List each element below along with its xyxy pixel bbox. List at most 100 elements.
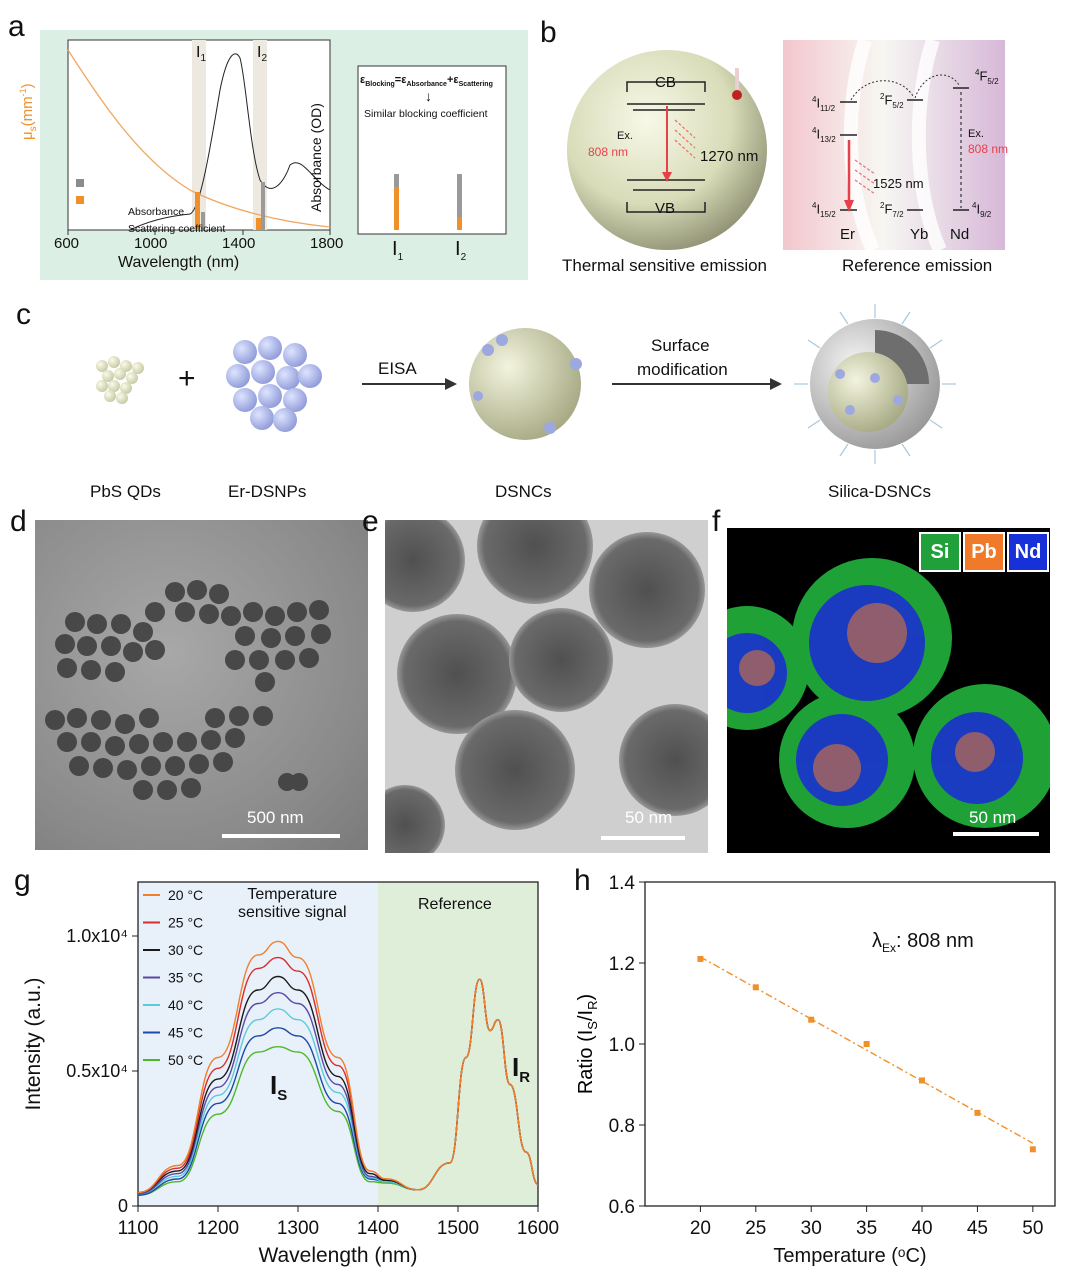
ex2-label: Ex. — [968, 128, 984, 140]
legend-pb: Pb — [963, 532, 1005, 572]
y-tick-label-h-2: 1.0 — [609, 1035, 635, 1056]
label-er-dsnps: Er-DSNPs — [228, 482, 307, 501]
legend-swatch-absorbance — [76, 179, 84, 187]
vb-label: VB — [655, 200, 676, 217]
scalebar-label-d: 500 nm — [247, 808, 304, 827]
data-point-h-20 — [697, 955, 704, 962]
arrow-surface-label-2: modification — [637, 360, 728, 379]
panel-a-xticks — [67, 230, 331, 235]
panel-a-xtick-1000: 1000 — [134, 235, 168, 252]
series-line-20c — [137, 940, 539, 1194]
data-point-h-35 — [863, 1041, 870, 1047]
panel-c-scheme — [96, 304, 956, 464]
panel-a-xtick-1400: 1400 — [222, 235, 256, 252]
panel-a-inset — [357, 65, 507, 235]
x-tick-label-h-50: 50 — [1022, 1218, 1043, 1239]
legend-label-g-1: 25 °C — [168, 915, 203, 931]
dsnc-nd-particles — [473, 334, 582, 434]
panel-label-a: a — [8, 10, 25, 43]
y-axis-label-h-part-3: R — [585, 1001, 600, 1010]
inset-bar-label-i2: I2 — [455, 238, 467, 263]
legend-label-g-2: 30 °C — [168, 942, 203, 958]
y-axis-label-h-part-1: S — [585, 1021, 600, 1030]
cb-band — [626, 81, 706, 111]
emission-arrowhead-1270 — [662, 172, 672, 182]
scalebar-e — [601, 836, 685, 840]
data-point-h-50 — [1029, 1146, 1036, 1153]
legend-label-g-0: 20 °C — [168, 887, 203, 903]
panel-a-xlabel: Wavelength (nm) — [118, 254, 240, 271]
y-axis-label-h: Ratio (IS/IR) — [575, 994, 600, 1094]
inset-bar-label-i1: I1 — [392, 238, 404, 263]
legend-label-scattering: Scattering coefficient — [128, 223, 226, 235]
scalebar-label-e: 50 nm — [625, 808, 673, 827]
panel-a-xtick-1800: 1800 — [310, 235, 344, 252]
tem-particles-d — [45, 580, 331, 800]
reference-divider-2 — [911, 40, 947, 253]
eds-particles-f — [727, 558, 1050, 828]
y-axis-label-h-part-0: Ratio (I — [575, 1030, 597, 1094]
y-axis-label-h-part-2: /I — [575, 1010, 597, 1021]
yb-er-transfer — [850, 80, 914, 101]
arrow-eisa-head — [445, 378, 457, 390]
ion-yb: Yb — [910, 226, 929, 243]
level-2f72: 2F7/2 — [880, 201, 904, 219]
y-tick-label-g-0: 0 — [118, 1196, 128, 1216]
panel-label-h: h — [574, 864, 591, 897]
chart-h: 20 25 30 35 40 45 50 0.6 0.8 1.0 1.2 1.4 Temperature… — [575, 873, 1056, 1267]
band-label-i2: I2 — [257, 44, 268, 65]
arrow-surface-label-1: Surface — [651, 336, 710, 355]
panel-a-xtick-600: 600 — [54, 235, 80, 252]
level-4i152: 4I15/2 — [812, 201, 836, 219]
level-4f52-nd: 4F5/2 — [975, 68, 999, 86]
arrow-eisa-label: EISA — [378, 359, 417, 378]
scalebar-label-f: 50 nm — [969, 808, 1017, 827]
band-label-i1: I1 — [196, 44, 207, 65]
x-tick-label-h-35: 35 — [856, 1218, 877, 1239]
x-axis-label-g: Wavelength (nm) — [258, 1244, 417, 1267]
caption-reference: Reference emission — [842, 256, 993, 275]
x-tick-label-g-1200: 1200 — [197, 1218, 239, 1239]
energy-levels — [840, 87, 969, 211]
x-axis-label-h: Temperature (ᵒC) — [773, 1245, 926, 1267]
legend-label-g-4: 40 °C — [168, 997, 203, 1013]
tem-image-e: 50 nm — [385, 520, 708, 853]
ex-label: Ex. — [617, 130, 633, 142]
inset-bar-i1-abs — [394, 174, 399, 187]
annotation-lambda-ex: λEx: 808 nm — [872, 930, 974, 955]
scattering-curve — [67, 49, 331, 228]
level-4i92: 4I9/2 — [972, 201, 992, 219]
er-dsnps-cluster — [226, 336, 322, 432]
panel-a: μs(mm-1) Absorbance (OD) I1 I2 Absorbanc… — [18, 30, 528, 280]
region-0 — [138, 882, 378, 1206]
x-tick-label-g-1400: 1400 — [357, 1218, 399, 1239]
er-emission-arrowhead — [844, 200, 854, 212]
y-axis-label-g: Intensity (a.u.) — [22, 977, 45, 1110]
tem-image-d: 500 nm — [35, 520, 368, 850]
x-tick-label-h-30: 30 — [801, 1218, 822, 1239]
region-1 — [378, 882, 538, 1206]
y-tick-label-h-4: 1.4 — [609, 873, 636, 894]
legend-label-g-3: 35 °C — [168, 970, 203, 986]
reference-divider-1 — [843, 40, 880, 253]
tem-particles-e — [385, 520, 708, 853]
legend-si: Si — [919, 532, 961, 572]
ion-nd: Nd — [950, 226, 970, 243]
ylabel-left-unit: (mm — [19, 96, 36, 127]
dsnc-sphere — [469, 328, 581, 440]
silica-ligands — [794, 304, 956, 464]
bar-scatter-i1 — [195, 192, 200, 230]
panel-label-b: b — [540, 16, 557, 49]
peak-label-ir: IR — [512, 1052, 531, 1087]
panel-a-plot — [67, 39, 507, 235]
absorbance-curve — [129, 53, 331, 231]
inset-bar-i1-scatter — [394, 174, 399, 230]
x-tick-label-h-20: 20 — [690, 1218, 711, 1239]
x-tick-label-g-1600: 1600 — [517, 1218, 559, 1239]
silica-core — [828, 352, 908, 432]
y-tick-label-h-1: 0.8 — [609, 1116, 635, 1137]
silica-nd-particles — [835, 369, 903, 415]
data-point-h-25 — [752, 984, 759, 991]
er-emission-rays — [854, 159, 876, 195]
y-axis-label-h-part-4: ) — [575, 994, 597, 1001]
